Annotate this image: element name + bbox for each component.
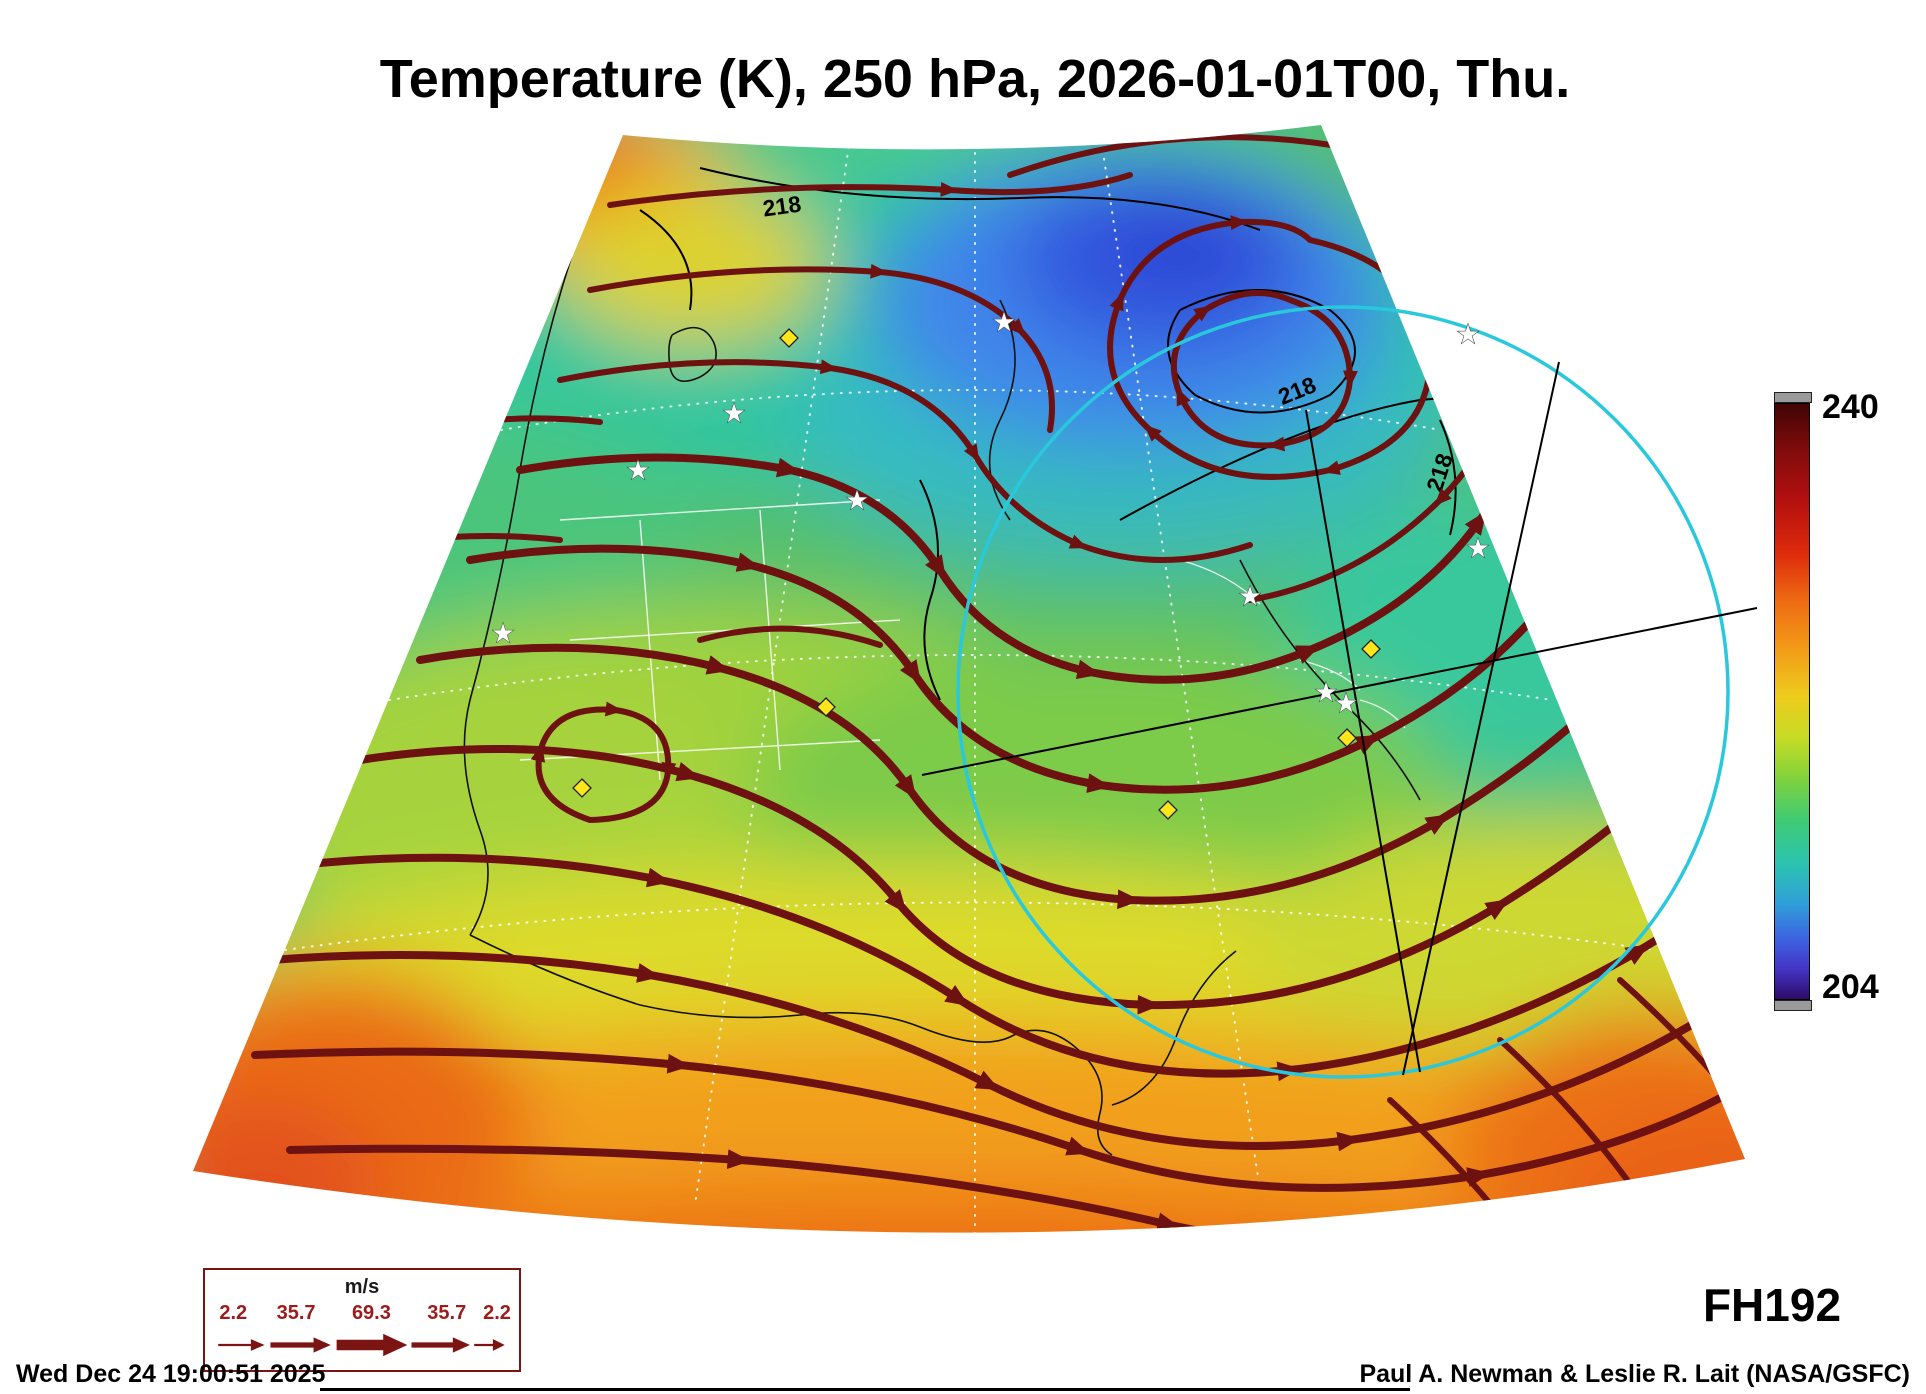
legend-value: 69.3 xyxy=(351,1302,391,1324)
colorbar-min-label: 204 xyxy=(1822,968,1879,1006)
star-icon: ★ xyxy=(626,455,649,485)
colorbar-max-label: 240 xyxy=(1822,388,1879,426)
diamond-icon xyxy=(1337,728,1357,748)
legend-units-label: m/s xyxy=(344,1276,380,1298)
wind-speed-legend: m/s 2.2 35.7 69.3 35.7 2.2 xyxy=(203,1268,521,1372)
station-markers: ★ ★ ★ ★ ★ ★ ★ ★ ★ ★ xyxy=(491,307,1490,820)
star-icon: ★ xyxy=(1466,533,1489,563)
forecast-hour-label: FH192 xyxy=(1702,1279,1842,1331)
legend-values-row: 2.2 35.7 69.3 35.7 2.2 xyxy=(205,1302,519,1326)
star-icon: ★ xyxy=(1334,688,1357,718)
star-icon: ★ xyxy=(722,398,745,428)
chord-lines xyxy=(921,361,1758,1076)
chord-line xyxy=(921,607,1758,776)
range-ring xyxy=(956,305,1730,1079)
star-icon: ★ xyxy=(1314,677,1337,707)
station-diamond-markers xyxy=(572,328,1381,820)
footer-rule xyxy=(320,1388,1410,1391)
timestamp-label: Wed Dec 24 19:00:51 2025 xyxy=(16,1360,326,1388)
colorbar-gradient xyxy=(1774,403,1810,1000)
range-ring-group xyxy=(921,305,1758,1079)
star-icon: ★ xyxy=(491,618,514,648)
diamond-icon xyxy=(779,328,799,348)
diamond-icon xyxy=(816,697,836,717)
diamond-icon xyxy=(1158,800,1178,820)
legend-value: 2.2 xyxy=(483,1302,511,1324)
credit-label: Paul A. Newman & Leslie R. Lait (NASA/GS… xyxy=(1359,1360,1910,1388)
star-icon: ★ xyxy=(1238,581,1261,611)
contour-label-218: 218 xyxy=(761,191,803,222)
colorbar-top-cap xyxy=(1774,392,1812,403)
page-title: Temperature (K), 250 hPa, 2026-01-01T00,… xyxy=(379,49,1571,109)
chord-line xyxy=(1305,409,1421,1073)
legend-arrow-glyphs xyxy=(218,1333,505,1357)
chord-line xyxy=(1402,361,1560,1076)
legend-value: 2.2 xyxy=(219,1302,248,1324)
legend-value: 35.7 xyxy=(276,1302,316,1324)
star-icon: ★ xyxy=(845,485,868,515)
diamond-icon xyxy=(572,778,592,798)
star-icon: ★ xyxy=(1456,319,1479,349)
colorbar-bottom-cap xyxy=(1774,1000,1812,1011)
colorbar xyxy=(1774,392,1812,1011)
station-star-markers: ★ ★ ★ ★ ★ ★ ★ ★ ★ ★ xyxy=(491,307,1490,719)
diamond-icon xyxy=(1361,639,1381,659)
legend-value: 35.7 xyxy=(427,1302,467,1324)
star-icon: ★ xyxy=(992,307,1015,337)
